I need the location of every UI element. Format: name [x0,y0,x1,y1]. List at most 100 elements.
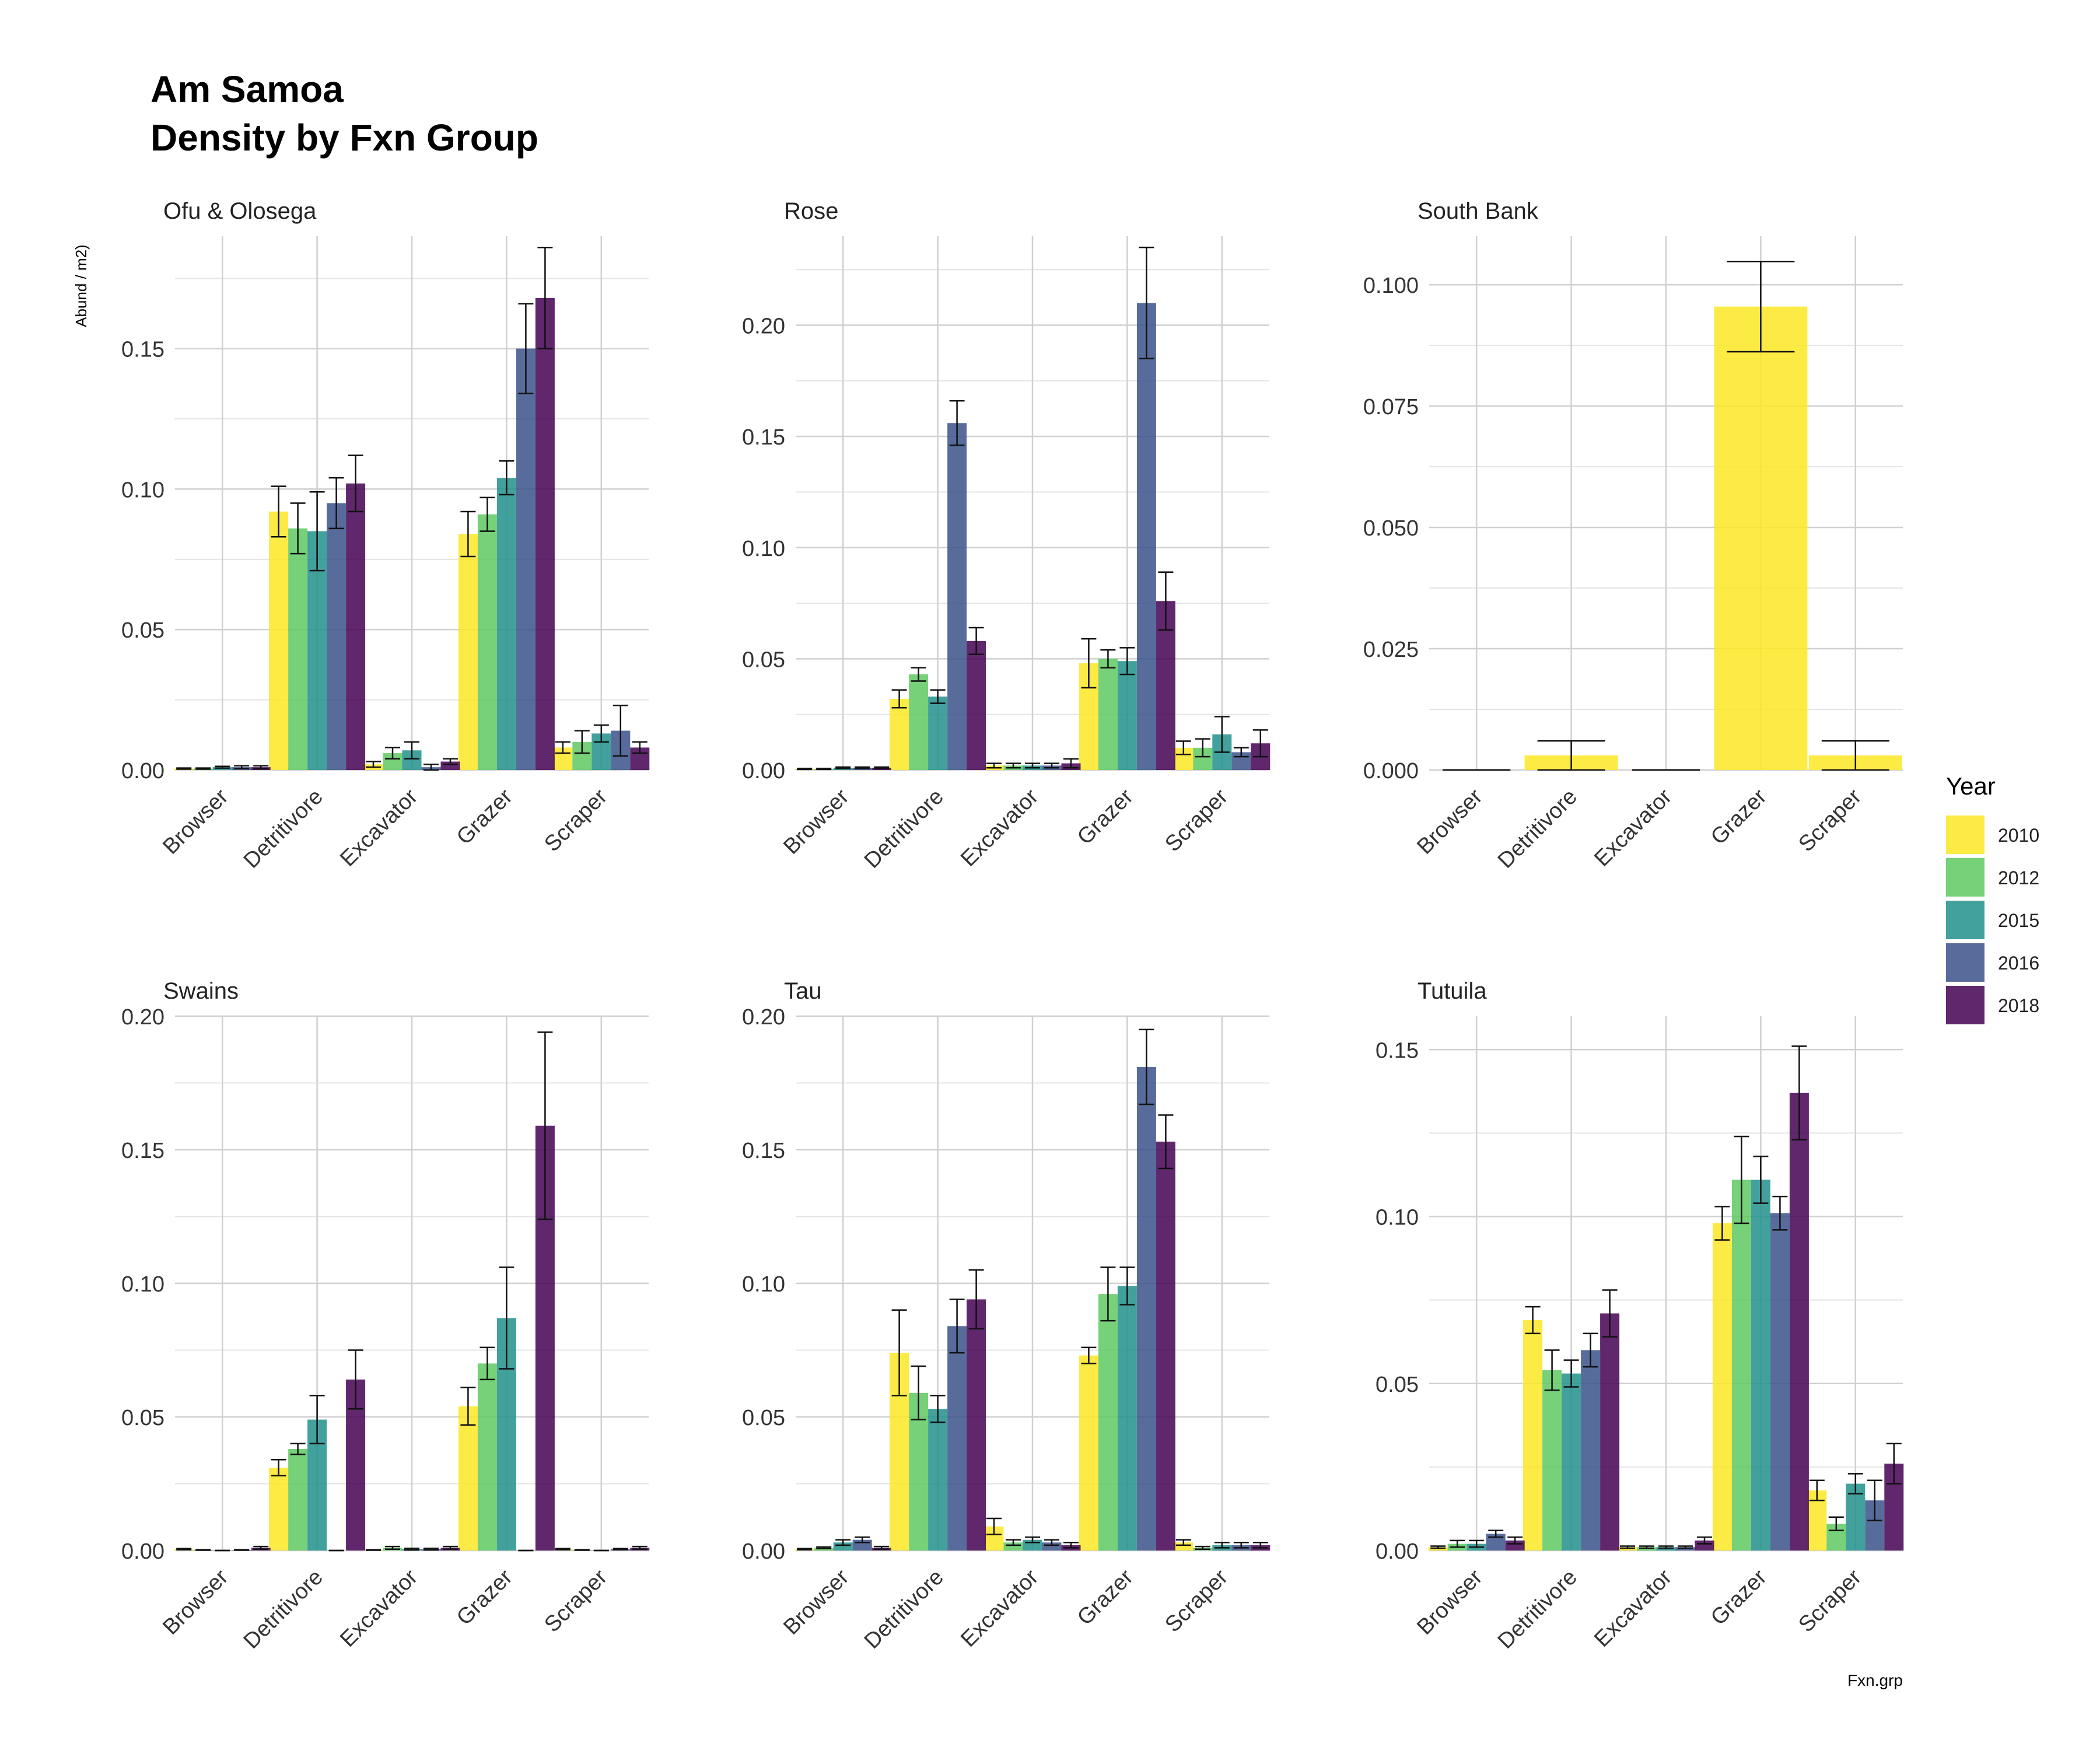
x-tick-label: Scraper [1794,784,1866,856]
bar-2010-detritivore [1523,1320,1543,1550]
x-tick-label: Scraper [540,1564,612,1637]
bar-2012-detritivore [288,528,308,770]
legend-title: Year [1946,772,1996,800]
x-tick-label: Grazer [452,784,517,849]
legend-label: 2012 [1998,867,2039,888]
y-tick-label: 0.05 [742,1406,785,1430]
y-tick-label: 0.10 [742,1272,785,1297]
y-tick-label: 0.00 [1376,1539,1419,1564]
bar-2015-detritivore [928,1409,948,1550]
bar-2015-grazer [1751,1180,1770,1550]
bar-2016-detritivore [947,423,967,770]
panel-swains: Swains 0.00 0.05 0.10 0.15 0.20 Browser Detriti… [121,978,650,1654]
x-tick-label: Browser [1412,1564,1487,1639]
x-tick-label: Detritivore [239,1565,328,1654]
legend-swatch-2015 [1946,901,1985,939]
panel-ofu-olosega: Ofu & Olosega 0.00 0.05 0.10 0.15 Browser Detr… [121,198,650,873]
legend-label: 2015 [1998,910,2039,931]
chart-title-line2: Density by Fxn Group [150,117,538,159]
x-tick-label: Excavator [1590,784,1676,871]
y-tick-label: 0.15 [742,425,785,450]
y-tick-label: 0.00 [121,1539,164,1564]
x-tick-label: Browser [779,1564,853,1639]
bar-2018-detritivore [1600,1313,1620,1550]
y-tick-label: 0.025 [1363,638,1419,662]
x-tick-label: Scraper [1160,784,1233,856]
bar-2010-detritivore [269,511,289,770]
y-tick-label: 0.20 [742,314,785,339]
x-tick-label: Detritivore [860,1565,949,1654]
bar-2016-detritivore [947,1326,967,1550]
panel-rose: Rose 0.00 0.05 0.10 0.15 0.20 Browser Detritivo… [742,198,1270,873]
bar-2018-detritivore [967,1299,986,1550]
y-tick-label: 0.20 [121,1005,164,1030]
bar-2018-grazer [1789,1093,1809,1550]
x-tick-label: Excavator [335,1564,422,1651]
x-tick-label: Browser [779,784,853,859]
panel-title: South Bank [1418,198,1539,224]
bar-2012-grazer [1098,659,1118,770]
panel-title: Tau [784,978,822,1004]
bar-2015-grazer [1117,661,1137,770]
y-tick-label: 0.15 [121,338,164,362]
y-tick-label: 0.10 [742,537,785,561]
x-tick-label: Grazer [452,1564,517,1630]
panel-title: Swains [163,978,239,1004]
y-tick-label: 0.10 [1376,1206,1419,1230]
bar-2010-detritivore [269,1468,289,1550]
bar-2016-grazer [1136,1067,1156,1550]
y-tick-label: 0.10 [121,478,164,502]
bar-2018-detritivore [346,483,366,770]
y-tick-label: 0.05 [1376,1373,1419,1397]
y-tick-label: 0.050 [1363,516,1419,541]
bar-2012-grazer [1098,1294,1118,1550]
x-tick-label: Browser [1412,784,1487,859]
bar-2016-detritivore [1581,1350,1601,1550]
y-tick-label: 0.10 [121,1272,164,1297]
legend-swatch-2010 [1946,816,1985,854]
y-tick-label: 0.100 [1363,274,1419,298]
bar-2012-detritivore [288,1448,308,1550]
bar-2010-grazer [458,534,478,770]
y-tick-label: 0.00 [121,759,164,783]
bar-2012-grazer [477,1363,497,1550]
x-tick-label: Scraper [1160,1564,1233,1637]
y-tick-label: 0.00 [742,1539,785,1564]
y-tick-label: 0.00 [742,759,785,783]
legend-label: 2018 [1998,995,2039,1016]
y-tick-label: 0.20 [742,1005,785,1030]
x-tick-label: Excavator [335,784,422,871]
x-tick-label: Grazer [1706,784,1772,849]
y-axis-label: Abund / m2) [72,244,90,327]
bar-2015-grazer [1117,1286,1137,1550]
bar-2010-grazer [1079,1355,1098,1550]
bar-2018-grazer [1156,1142,1175,1550]
y-tick-label: 0.000 [1363,759,1419,783]
panel-title: Tutuila [1418,978,1487,1004]
bar-2010-grazer [458,1406,478,1550]
x-tick-label: Grazer [1706,1564,1772,1630]
x-tick-label: Grazer [1073,784,1138,849]
bar-2015-scraper [1846,1483,1866,1550]
x-tick-label: Detritivore [860,785,949,873]
legend-swatch-2018 [1946,986,1985,1024]
bar-2018-excavator [1695,1540,1714,1550]
y-tick-label: 0.15 [742,1139,785,1163]
bar-2015-detritivore [1562,1373,1581,1550]
panel-south-bank: South Bank 0.000 0.025 0.050 0.075 0.100 Brows… [1363,198,1903,873]
y-tick-label: 0.15 [1376,1038,1419,1063]
x-tick-label: Excavator [956,1564,1043,1651]
bar-2018-grazer [535,298,555,770]
bar-2012-detritivore [1542,1370,1562,1550]
x-tick-label: Grazer [1073,1564,1138,1630]
bar-2016-grazer [1136,303,1156,770]
y-tick-label: 0.05 [742,648,785,672]
bar-2018-browser [1505,1540,1525,1550]
panel-tau: Tau 0.00 0.05 0.10 0.15 0.20 Browser Detritivor… [742,978,1270,1654]
legend-swatch-2012 [1946,858,1985,897]
y-tick-label: 0.15 [121,1139,164,1163]
bar-2016-grazer [1770,1213,1790,1550]
bar-2012-grazer [477,514,497,770]
bar-2018-detritivore [967,640,986,770]
